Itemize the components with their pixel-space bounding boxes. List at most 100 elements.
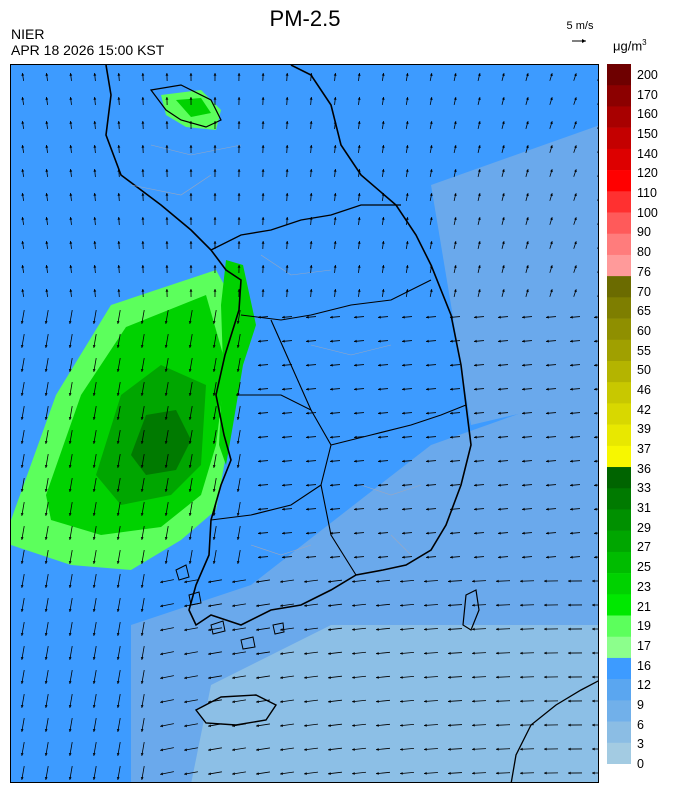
wind-arrow-head [236,369,240,372]
wind-arrow-head [184,772,187,776]
wind-arrow-head [189,169,193,172]
wind-arrow-head [280,724,283,728]
wind-arrow-head [424,747,427,751]
wind-arrow-head [261,97,265,100]
legend-swatch [607,64,631,86]
wind-arrow-head [450,411,453,415]
wind-arrow-head [378,339,381,343]
wind-arrow-head [184,604,187,608]
wind-arrow-head [68,681,72,684]
wind-arrow-head [594,531,597,535]
wind-arrow-head [522,339,525,343]
southwest-islands [175,564,285,650]
wind-arrow-head [405,241,409,244]
legend-label: 90 [637,225,651,240]
wind-arrow-head [44,609,48,612]
wind-arrow-head [140,681,144,684]
wind-arrow-head [357,217,361,220]
wind-arrow-head [92,561,96,564]
wind-arrow-head [92,705,96,708]
wind-arrow-head [44,681,48,684]
wind-arrow-head [568,627,571,631]
wind-arrow-head [116,369,120,372]
wind-arrow-head [496,699,499,703]
wind-arrow-head [68,777,72,780]
wind-arrow-head [477,121,481,125]
wind-arrow-head [306,411,309,415]
legend-swatch [607,191,631,213]
wind-arrow-head [68,345,72,348]
wind-arrow-head [496,627,499,631]
wind-arrow-head [280,652,283,656]
wind-arrow-head [381,289,385,292]
wind-arrow-head [188,393,192,396]
wind-arrow-head [164,393,168,396]
wind-arrow-head [189,97,193,100]
wind-arrow-head [208,652,211,656]
wind-arrow-head [522,507,525,511]
wind-arrow-head [501,289,505,293]
wind-arrow-head [429,97,433,100]
wind-arrow-head [160,628,163,632]
wind-arrow-head [45,289,49,292]
wind-arrow-head [213,289,217,292]
wind-arrow-head [45,169,49,172]
wind-arrow-head [520,747,523,751]
wind-arrow-head [117,265,121,268]
wind-arrow-head [232,748,235,752]
plume-center [131,410,191,475]
wind-arrow-head [330,387,333,391]
wind-arrow-head [306,363,309,367]
wind-arrow-head [498,531,501,535]
wind-arrow-head [141,265,145,268]
legend-swatch [607,445,631,468]
wind-arrow-head [232,724,235,728]
wind-arrow-head [400,771,403,775]
wind-arrow-head [333,193,337,196]
legend-label: 55 [637,343,651,358]
wind-arrow-head [333,169,337,172]
wind-arrow-head [402,387,405,391]
wind-arrow-head [212,513,216,516]
wind-arrow-head [477,169,481,173]
wind-arrow-head [160,724,163,728]
wind-arrow-head [212,465,216,468]
wind-arrow-head [45,145,49,148]
wind-arrow-head [93,217,97,220]
legend-label: 100 [637,205,658,220]
wind-arrow-head [306,531,309,535]
wind-arrow-head [117,73,121,76]
wind-arrow-head [594,483,597,487]
wind-arrow-head [236,417,240,420]
legend-label: 160 [637,107,658,122]
pm25-map[interactable] [10,64,599,783]
wind-arrow-head [258,507,261,511]
wind-arrow-head [546,483,549,487]
wind-arrow-head [304,676,307,679]
legend-swatch [607,509,631,531]
wind-arrow-head [498,411,501,415]
wind-arrow-head [498,459,501,463]
wind-arrow-head [328,652,331,655]
wind-arrow-head [261,145,265,148]
wind-arrow-head [140,513,144,516]
wind-arrow-head [328,724,331,727]
wind-arrow-head [496,651,499,655]
wind-arrow-head [184,628,187,632]
wind-arrow-head [165,193,169,196]
wind-arrow-head [568,699,571,703]
wind-arrow-head [477,241,481,245]
wind-arrow-head [20,753,24,756]
wind-arrow-head [405,265,409,268]
wind-arrow-head [328,580,331,583]
legend-swatch [607,636,631,659]
wind-arrow-head [354,483,357,487]
wind-arrow-head [237,97,241,100]
wind-arrow-head [450,555,453,559]
province-border-1 [240,279,432,321]
wind-arrow-head [93,289,97,292]
wind-arrow-head [309,289,313,292]
wind-arrow-head [544,627,547,631]
wind-arrow-head [550,289,553,293]
wind-arrow-head [472,675,475,679]
